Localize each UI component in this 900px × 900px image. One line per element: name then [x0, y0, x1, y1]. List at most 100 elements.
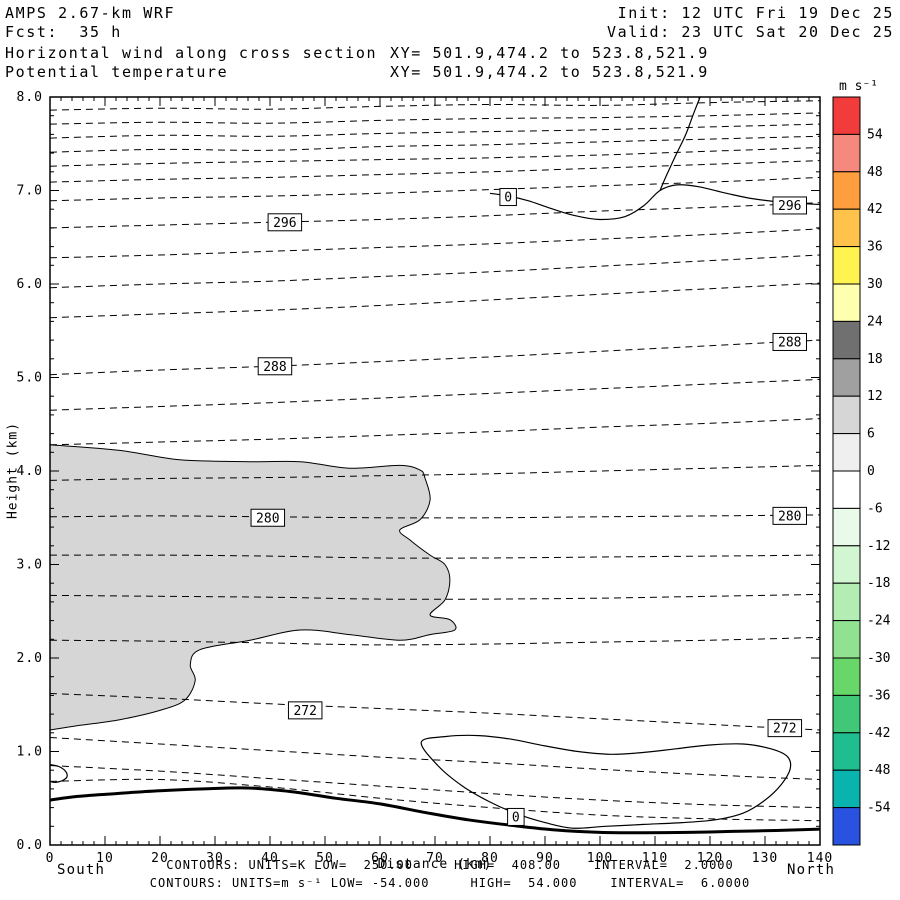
contour-label: 280: [778, 509, 801, 524]
x-tick-label: 60: [371, 851, 389, 866]
cross-section-coords-2: XY= 501.9,474.2 to 523.8,521.9: [390, 63, 709, 81]
colorbar-tick-label: 30: [867, 277, 883, 292]
colorbar-cell: [832, 545, 861, 584]
x-tick-label: 40: [261, 851, 279, 866]
colorbar-tick-label: 6: [867, 427, 875, 442]
theta-contour-line: [49, 693, 821, 731]
valid-time: Valid: 23 UTC Sat 20 Dec 25: [606, 23, 894, 41]
colorbar-tick-label: 24: [867, 314, 883, 329]
wind-shaded-region: [49, 444, 457, 731]
theta-contour-line: [49, 778, 821, 822]
model-title: AMPS 2.67-km WRF: [5, 4, 176, 22]
wind-contour-info: CONTOURS: UNITS=m s⁻¹ LOW= -54.000 HIGH=…: [149, 876, 751, 890]
y-tick-label: 7.0: [17, 184, 43, 199]
theta-contour-line: [49, 254, 821, 289]
x-tick-label: 90: [536, 851, 554, 866]
theta-contour-line: [49, 112, 821, 125]
y-tick-label: 5.0: [17, 371, 43, 386]
colorbar-tick-label: -54: [867, 801, 891, 816]
north-label: North: [787, 862, 836, 878]
x-tick-label: 10: [96, 851, 114, 866]
colorbar-tick-label: 54: [867, 127, 883, 142]
y-tick-label: 1.0: [17, 745, 43, 760]
colorbar-cell: [832, 96, 861, 135]
x-tick-label: 140: [807, 851, 833, 866]
theta-contour-info: CONTOURS: UNITS=K LOW= 250.00 HIGH= 408.…: [166, 858, 734, 872]
colorbar-cell: [832, 133, 861, 173]
contour-label: 288: [778, 335, 801, 350]
x-tick-label: 0: [46, 851, 55, 866]
contour-label-box: [250, 508, 286, 527]
contour-label-box: [772, 506, 807, 525]
contour-label-box: [499, 188, 517, 207]
theta-contour-line: [49, 418, 821, 446]
init-time: Init: 12 UTC Fri 19 Dec 25: [617, 4, 894, 22]
colorbar: 54 48 42 36 30 24 18 12 6 0 -6 -12 -18 -24 -30 -36 -42 -4…: [832, 79, 891, 846]
theta-contour-line: [49, 636, 821, 646]
contour-label: 280: [256, 511, 279, 526]
field-title-theta: Potential temperature: [5, 63, 229, 81]
colorbar-cell: [832, 283, 861, 322]
colorbar-cell: [832, 694, 861, 734]
axis-ticks: [49, 96, 821, 846]
colorbar-cell: [832, 395, 861, 435]
x-tick-label: 110: [642, 851, 668, 866]
colorbar-tick-label: 42: [867, 202, 883, 217]
colorbar-cell: [832, 807, 861, 846]
x-tick-label: 80: [481, 851, 499, 866]
x-tick-label: 100: [587, 851, 613, 866]
colorbar-tick-label: -30: [867, 651, 890, 666]
colorbar-tick-label: -18: [867, 576, 890, 591]
theta-contour-line: [49, 737, 821, 780]
wind-contour-line: [420, 734, 792, 829]
colorbar-cell: [832, 246, 861, 285]
terrain-line: [49, 786, 821, 835]
contour-label: 272: [773, 722, 796, 737]
colorbar-title: m s⁻¹: [839, 79, 878, 94]
y-tick-label: 6.0: [17, 277, 43, 292]
theta-contour-line: [49, 514, 821, 519]
contour-label: 272: [293, 704, 316, 719]
colorbar-cell: [832, 732, 861, 771]
colorbar-tick-label: -48: [867, 763, 890, 778]
theta-contour-line: [49, 135, 821, 153]
x-tick-label: 50: [316, 851, 334, 866]
wind-contour-line: [49, 764, 68, 784]
theta-contour-line: [49, 554, 821, 559]
colorbar-tick-label: -12: [867, 539, 890, 554]
contour-label: 288: [263, 360, 286, 375]
colorbar-cell: [832, 171, 861, 210]
theta-contour-line: [49, 339, 821, 376]
colorbar-cell: [832, 769, 861, 809]
cross-section-coords-1: XY= 501.9,474.2 to 523.8,521.9: [390, 44, 709, 62]
colorbar-tick-label: 0: [867, 464, 875, 479]
y-tick-label: 4.0: [17, 464, 43, 479]
x-tick-label: 120: [697, 851, 723, 866]
colorbar-tick-label: 48: [867, 165, 883, 180]
theta-contour-line: [49, 202, 821, 229]
field-title-wind: Horizontal wind along cross section: [5, 44, 378, 62]
theta-contour-line: [49, 378, 821, 411]
x-tick-label: 130: [752, 851, 778, 866]
colorbar-tick-label: 36: [867, 240, 883, 255]
wind-contour-line: [659, 96, 701, 191]
theta-contour-line: [49, 464, 821, 481]
contour-labels: 296 296 288 288 280 280 272 272 0 0: [250, 188, 807, 826]
theta-contour-line: [49, 147, 821, 167]
contour-label-box: [287, 701, 323, 720]
x-axis-title: Distance (km): [377, 857, 493, 872]
y-tick-label: 2.0: [17, 651, 43, 666]
contour-label-box: [267, 213, 303, 232]
contour-label: 0: [504, 191, 512, 206]
colorbar-tick-label: 12: [867, 389, 883, 404]
contour-label: 296: [273, 216, 296, 231]
y-tick-label: 3.0: [17, 558, 43, 573]
theta-contour-line: [49, 282, 821, 319]
colorbar-cell: [832, 620, 861, 659]
colorbar-cell: [832, 470, 861, 509]
theta-contour-line: [49, 228, 821, 259]
x-tick-label: 30: [206, 851, 224, 866]
colorbar-cell: [832, 433, 861, 472]
colorbar-tick-label: 18: [867, 352, 883, 367]
